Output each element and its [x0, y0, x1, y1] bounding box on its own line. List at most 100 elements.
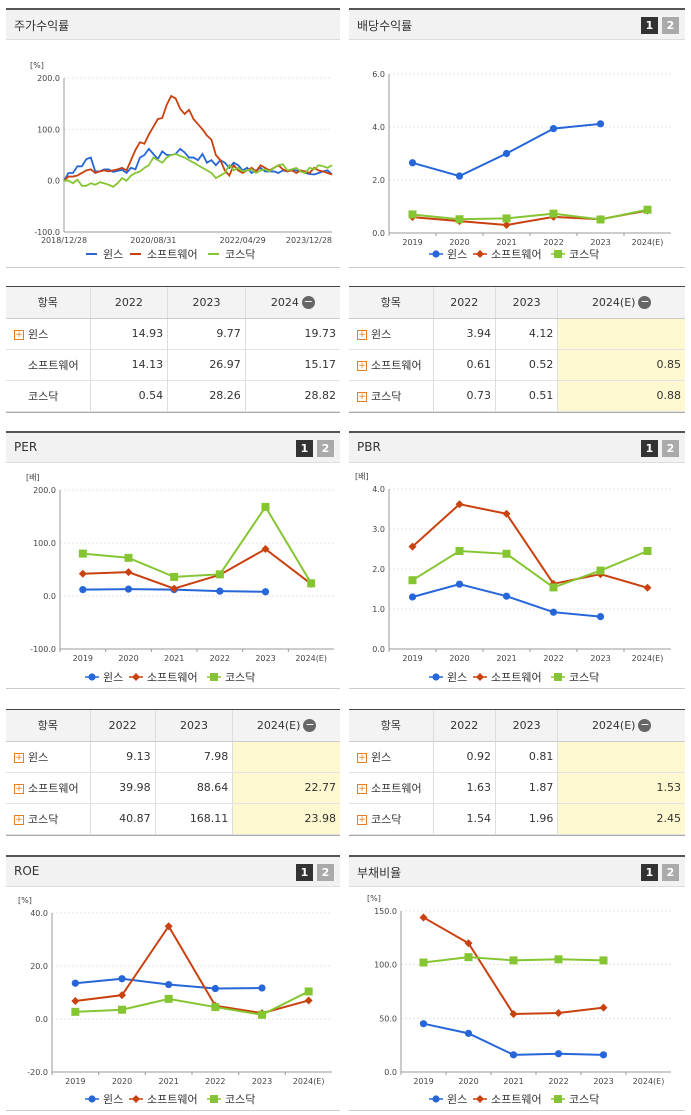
unit-label: [%]: [30, 61, 44, 70]
legend-label-wins[interactable]: 윈스: [103, 1092, 123, 1106]
table-row: 소프트웨어 14.13 26.97 15.17: [6, 349, 340, 381]
view-1-button[interactable]: 1: [641, 864, 658, 881]
column-header-label: 2022: [108, 718, 137, 732]
column-header-label: 항목: [37, 296, 58, 310]
y-tick-label: 40.0: [30, 909, 48, 918]
x-tick-label: 2022: [548, 1077, 568, 1086]
table-row: + 소프트웨어 39.98 88.64 22.77: [6, 772, 340, 804]
expand-icon[interactable]: +: [357, 783, 367, 794]
unit-label: [%]: [18, 896, 32, 905]
value-cell: 1.53: [557, 772, 685, 804]
legend-label-soft[interactable]: 소프트웨어: [491, 248, 542, 261]
view-2-button[interactable]: 2: [317, 440, 334, 457]
x-tick-label: 2022/04/29: [220, 236, 266, 245]
row-name: 코스닥: [371, 389, 402, 403]
panel-title: 부채비율: [357, 866, 402, 880]
table-row: + 윈스 3.94 4.12: [349, 318, 685, 350]
value-cell: 28.82: [244, 380, 340, 412]
row-name: 윈스: [28, 750, 49, 764]
y-tick-label: 0.0: [384, 1068, 397, 1077]
dividend-table: 항목 2022 2023 2024(E) − + 윈스 3.94 4.12 + 소프트웨어 0.61 0…: [349, 286, 685, 413]
column-header: 2022: [89, 710, 156, 742]
x-tick-label: 2024(E): [633, 1077, 665, 1086]
legend-label-soft[interactable]: 소프트웨어: [147, 248, 198, 261]
y-tick-label: -100.0: [34, 228, 60, 237]
expand-icon[interactable]: +: [357, 391, 367, 402]
view-2-button[interactable]: 2: [662, 17, 679, 34]
legend-label-kosdaq[interactable]: 코스닥: [225, 671, 255, 684]
legend-label-soft[interactable]: 소프트웨어: [491, 671, 542, 684]
unit-label: [배]: [355, 472, 369, 481]
legend-label-kosdaq[interactable]: 코스닥: [569, 248, 599, 261]
expand-icon[interactable]: +: [357, 329, 367, 340]
legend-label-wins[interactable]: 윈스: [447, 1092, 467, 1106]
dividend-chart: 6.0 4.0 2.0 0.0 2019 2020 2021 2022 2023 2024(E) 윈…: [349, 40, 685, 266]
debt-ratio-chart: [%] 150.0 100.0 50.0 0.0 2019 2020 2021 2022 2023…: [349, 887, 685, 1111]
data-point-kosdaq: [549, 209, 558, 218]
series-line-kosdaq: [82, 505, 313, 584]
view-1-button[interactable]: 1: [641, 17, 658, 34]
legend-label-kosdaq[interactable]: 코스닥: [569, 1093, 599, 1106]
expand-icon[interactable]: +: [357, 814, 367, 825]
value-cell: 0.52: [494, 349, 558, 381]
legend-marker-soft: [476, 673, 484, 681]
data-point-wins: [408, 593, 417, 601]
data-point-kosdaq: [304, 987, 313, 996]
column-header: 항목: [6, 287, 90, 319]
expand-icon[interactable]: +: [357, 360, 367, 371]
column-header-label: 2022: [114, 295, 143, 309]
y-tick-label: 150.0: [374, 907, 397, 916]
collapse-icon[interactable]: −: [638, 295, 652, 309]
legend-label-wins[interactable]: 윈스: [103, 670, 123, 684]
legend-label-wins[interactable]: 윈스: [447, 670, 467, 684]
legend-label-wins[interactable]: 윈스: [103, 247, 123, 261]
legend-label-kosdaq[interactable]: 코스닥: [225, 1093, 255, 1106]
collapse-icon[interactable]: −: [303, 718, 317, 732]
x-tick-label: 2023/12/28: [286, 236, 332, 245]
expand-icon[interactable]: +: [14, 814, 24, 825]
series-line-wins: [412, 583, 601, 618]
expand-icon[interactable]: +: [14, 783, 24, 794]
view-2-button[interactable]: 2: [662, 440, 679, 457]
series-line-soft: [411, 503, 648, 589]
collapse-icon[interactable]: −: [301, 295, 315, 309]
legend-label-soft[interactable]: 소프트웨어: [491, 1093, 542, 1106]
table-row: + 코스닥 0.73 0.51 0.88: [349, 380, 685, 412]
column-header: 2023: [494, 710, 558, 742]
data-point-soft: [304, 996, 313, 1005]
view-2-button[interactable]: 2: [662, 864, 679, 881]
view-2-button[interactable]: 2: [317, 864, 334, 881]
view-1-button[interactable]: 1: [296, 864, 313, 881]
data-point-wins: [258, 984, 266, 992]
legend-label-soft[interactable]: 소프트웨어: [147, 671, 198, 684]
expand-icon[interactable]: +: [14, 329, 24, 340]
column-header: 항목: [349, 287, 433, 319]
x-tick-label: 2022: [205, 1077, 225, 1086]
view-1-button[interactable]: 1: [641, 440, 658, 457]
view-1-button[interactable]: 1: [296, 440, 313, 457]
column-header: 2022: [432, 287, 496, 319]
y-tick-label: 20.0: [30, 962, 48, 971]
legend-label-soft[interactable]: 소프트웨어: [147, 1093, 198, 1106]
series-line-soft: [75, 924, 309, 1015]
legend-label-wins[interactable]: 윈스: [447, 247, 467, 261]
collapse-icon[interactable]: −: [638, 718, 652, 732]
data-point-wins: [261, 588, 270, 596]
legend-marker-soft: [476, 1095, 484, 1103]
x-tick-label: 2020: [112, 1077, 132, 1086]
legend-label-kosdaq[interactable]: 코스닥: [225, 248, 255, 261]
unit-label: [%]: [367, 894, 381, 903]
series-line-soft: [82, 547, 312, 590]
x-tick-label: 2019: [413, 1077, 433, 1086]
expand-icon[interactable]: +: [14, 752, 24, 763]
expand-icon[interactable]: +: [357, 752, 367, 763]
row-name-cell: + 윈스: [6, 741, 90, 773]
y-tick-label: 1.0: [372, 605, 385, 614]
x-tick-label: 2024(E): [293, 1077, 325, 1086]
row-name-cell: + 코스닥: [6, 803, 90, 835]
x-tick-label: 2023: [590, 238, 610, 247]
legend-label-kosdaq[interactable]: 코스닥: [569, 671, 599, 684]
chart-svg: 6.0 4.0 2.0 0.0 2019 2020 2021 2022 2023 2024(E) 윈…: [372, 70, 671, 261]
